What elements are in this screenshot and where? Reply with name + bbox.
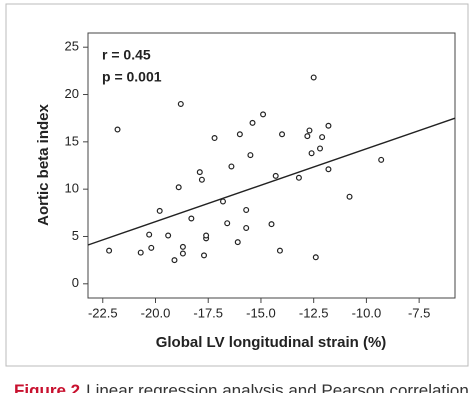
point xyxy=(219,198,226,205)
point xyxy=(247,152,254,159)
point xyxy=(228,163,235,170)
point xyxy=(201,252,208,259)
point xyxy=(114,126,121,133)
point xyxy=(346,193,353,200)
point xyxy=(279,131,286,138)
point xyxy=(196,169,203,176)
point xyxy=(137,249,144,256)
point xyxy=(177,100,184,107)
annotation: r = 0.45 xyxy=(102,47,151,63)
point xyxy=(165,232,172,239)
point xyxy=(319,134,326,141)
y-tick-label: 25 xyxy=(65,39,79,54)
point xyxy=(272,172,279,179)
caption: Figure 2 Linear regression analysis and P… xyxy=(14,381,469,393)
point xyxy=(308,150,315,157)
point xyxy=(171,257,178,264)
point xyxy=(179,250,186,257)
point xyxy=(148,244,155,251)
y-tick-label: 10 xyxy=(65,181,79,196)
point xyxy=(310,74,317,81)
point xyxy=(249,119,256,126)
point xyxy=(146,231,153,238)
point xyxy=(276,247,283,254)
point xyxy=(236,131,243,138)
point xyxy=(224,220,231,227)
y-tick-label: 15 xyxy=(65,133,79,148)
x-tick-label: -12.5 xyxy=(299,305,329,320)
point xyxy=(295,174,302,181)
x-tick-label: -7.5 xyxy=(408,305,430,320)
point xyxy=(325,122,332,129)
point xyxy=(325,166,332,173)
point xyxy=(243,224,250,231)
point xyxy=(378,156,385,163)
y-tick-label: 5 xyxy=(72,228,79,243)
regression-line xyxy=(87,117,456,246)
point xyxy=(175,184,182,191)
y-tick-label: 20 xyxy=(65,86,79,101)
caption-text: Linear regression analysis and Pearson c… xyxy=(86,381,469,393)
point xyxy=(203,232,210,239)
point xyxy=(260,111,267,118)
point xyxy=(198,176,205,183)
point xyxy=(304,133,311,140)
point xyxy=(312,254,319,261)
x-tick-label: -15.0 xyxy=(246,305,276,320)
y-axis-label: Aortic beta index xyxy=(35,104,52,226)
y-tick-label: 0 xyxy=(72,275,79,290)
point xyxy=(211,135,218,142)
caption-label: Figure 2 xyxy=(14,381,80,393)
annotation: p = 0.001 xyxy=(102,69,162,85)
x-tick-label: -17.5 xyxy=(193,305,223,320)
x-tick-label: -10.0 xyxy=(352,305,382,320)
x-tick-label: -22.5 xyxy=(88,305,118,320)
point xyxy=(188,215,195,222)
x-tick-label: -20.0 xyxy=(141,305,171,320)
plot-frame xyxy=(87,32,456,299)
point xyxy=(306,127,313,134)
point xyxy=(156,207,163,214)
point xyxy=(179,243,186,250)
point xyxy=(243,206,250,213)
point xyxy=(268,221,275,228)
point xyxy=(317,145,324,152)
point xyxy=(106,247,113,254)
point xyxy=(234,239,241,246)
x-axis-label: Global LV longitudinal strain (%) xyxy=(156,334,387,351)
